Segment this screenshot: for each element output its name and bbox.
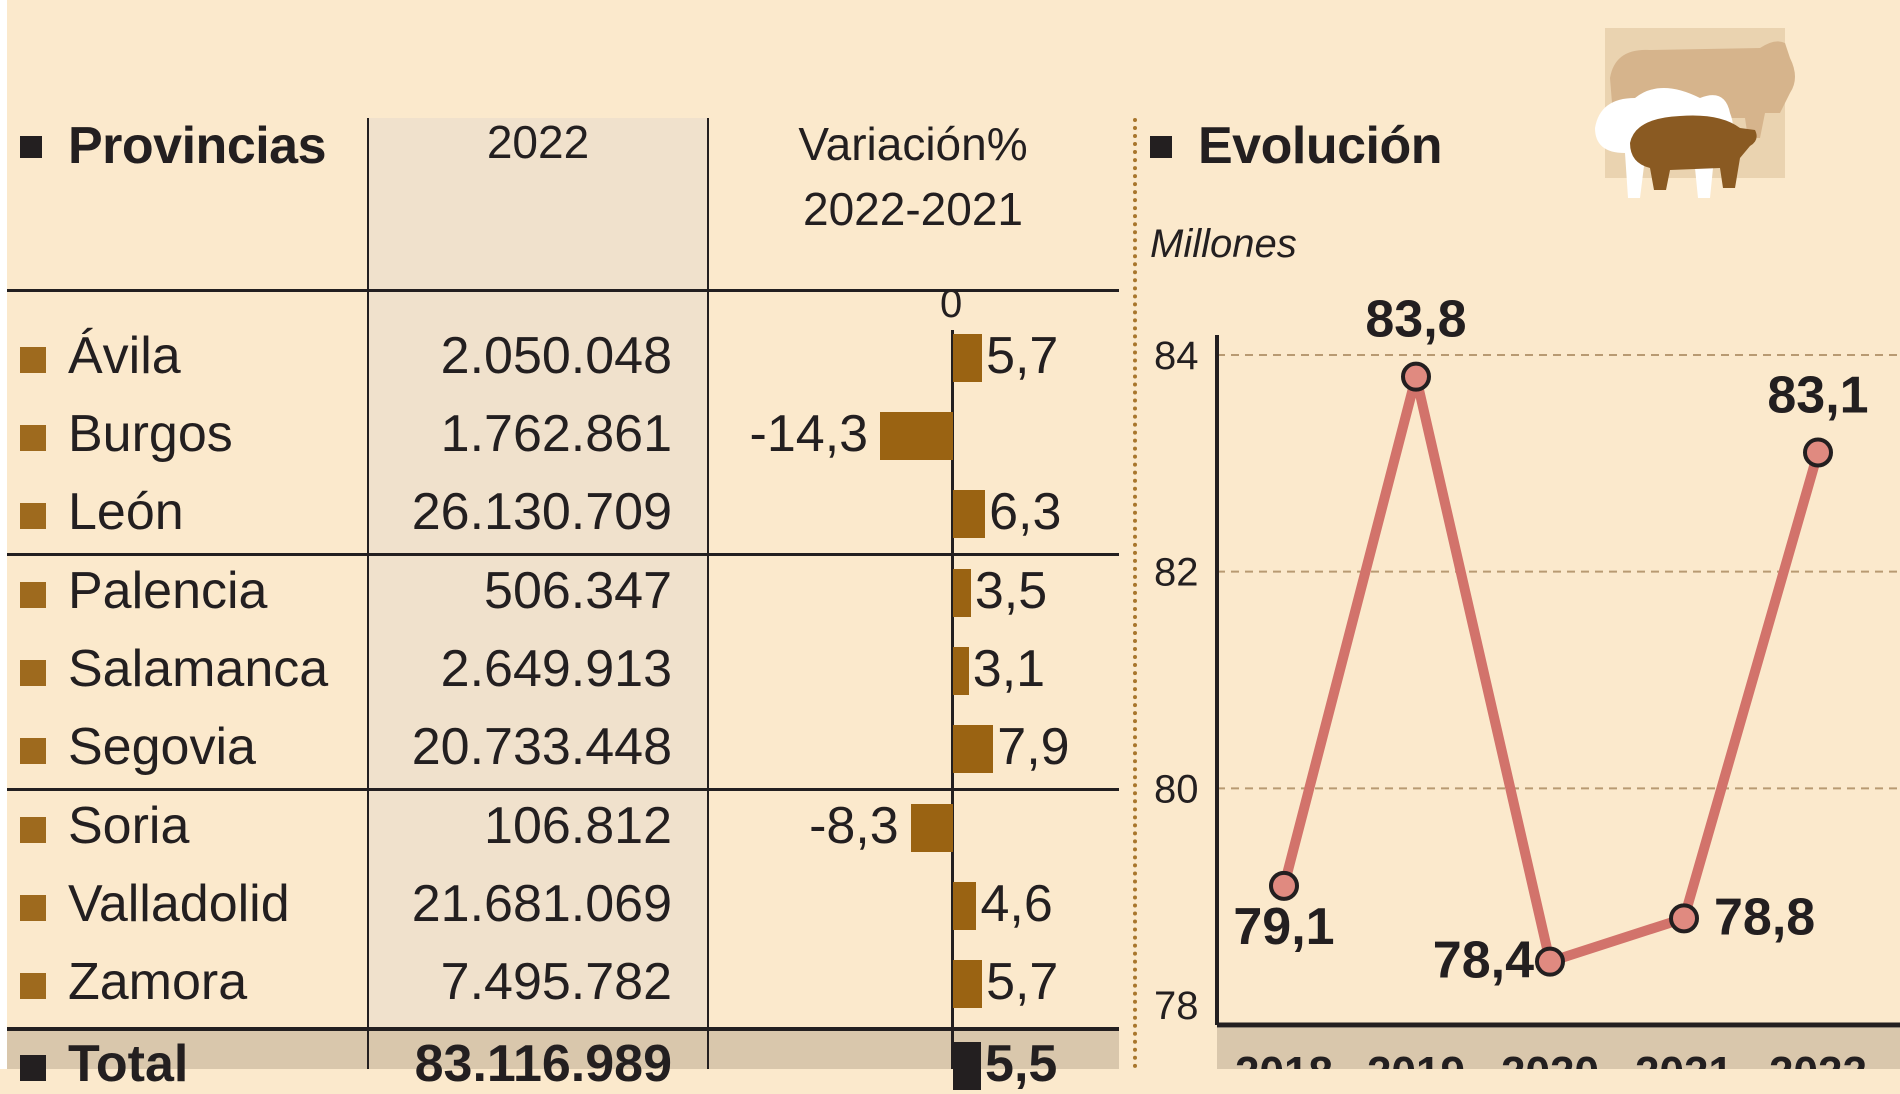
group-rule-1 [7,553,1119,556]
x-tick-label: 2022 [1769,1048,1867,1069]
chart-title: Evolución [1198,117,1442,175]
province-name: Ávila [68,327,181,385]
province-name: Segovia [68,718,256,776]
province-value-2022: 106.812 [484,797,672,855]
variation-header-line2: 2022-2021 [803,183,1023,235]
total-variation-label: 5,5 [985,1035,1058,1093]
province-bullet [20,347,46,373]
data-point [1269,870,1299,901]
x-tick-label: 2021 [1635,1048,1733,1069]
province-bullet [20,895,46,921]
provinces-header: Provincias [68,117,327,175]
province-value-2022: 2.050.048 [440,327,672,385]
series-line [1279,371,1823,967]
province-bullet [20,973,46,999]
province-bullet [20,660,46,686]
data-value-label: 83,8 [1365,291,1466,349]
section-divider [1133,118,1137,1069]
header-rule [7,289,1119,292]
variation-label: 7,9 [997,718,1070,776]
total-value: 83.116.989 [414,1035,672,1093]
group-rule-2 [7,788,1119,791]
year-header: 2022 [486,116,590,168]
province-value-2022: 2.649.913 [440,640,672,698]
total-bullet [20,1055,46,1081]
x-tick-label: 2018 [1235,1048,1333,1069]
y-tick-label: 82 [1154,551,1199,595]
variation-label: 5,7 [986,327,1059,385]
province-value-2022: 506.347 [484,562,672,620]
variation-label: 6,3 [989,483,1062,541]
variation-label: -8,3 [809,797,899,855]
y-tick-label: 80 [1154,767,1199,811]
variation-label: 3,1 [972,640,1046,698]
province-name: Burgos [68,405,233,463]
variation-bar [953,490,986,538]
province-name: Salamanca [68,640,329,698]
total-label: Total [68,1035,189,1093]
data-value-label: 78,4 [1433,932,1534,990]
column-2022-background [368,118,708,1028]
variation-label: 3,5 [974,562,1048,620]
variation-zero-label: 0 [940,282,963,326]
column-separator-left [367,118,369,1069]
total-variation-bar [953,1042,982,1090]
provinces-header-bullet [20,136,42,158]
province-bullet [20,582,46,608]
x-axis-band [1217,1028,1900,1069]
variation-bar [953,725,994,773]
province-value-2022: 21.681.069 [411,875,672,933]
left-edge-strip [0,0,7,1069]
province-name: Soria [68,797,190,855]
evolution-line-chart: 78 80 82 84 2018 2019 2020 2021 2022 79,1 83,8 78,4… [1154,291,1900,1069]
total-row-band [7,1030,1119,1069]
province-bullet [20,425,46,451]
data-point [1803,437,1833,468]
data-point [1669,903,1699,934]
province-value-2022: 1.762.861 [440,405,672,463]
y-tick-label: 78 [1154,984,1199,1028]
province-bullet [20,738,46,764]
y-tick-label: 84 [1154,334,1199,378]
province-name: León [68,483,184,541]
province-name: Valladolid [68,875,290,933]
province-bullet [20,503,46,529]
variation-label: 5,7 [986,953,1059,1011]
variation-bar [910,804,953,852]
variation-bar [953,569,971,617]
variation-bar [953,882,977,930]
variation-bar [953,647,969,695]
data-point [1401,361,1431,392]
data-value-label: 83,1 [1767,367,1868,425]
province-name: Palencia [68,562,268,620]
x-tick-label: 2020 [1501,1048,1599,1069]
data-point [1535,946,1565,977]
column-separator-right [707,118,709,1069]
province-bullet [20,817,46,843]
province-value-2022: 7.495.782 [440,953,672,1011]
variation-header-line1: Variación% [798,118,1028,170]
province-name: Zamora [68,953,248,1011]
chart-title-bullet [1150,136,1172,158]
province-value-2022: 26.130.709 [411,483,672,541]
variation-bar [953,960,983,1008]
variation-bar [953,334,983,382]
x-tick-label: 2019 [1367,1048,1465,1069]
variation-zero-axis [951,330,954,1069]
variation-label: 4,6 [980,875,1053,933]
total-rule [7,1027,1119,1031]
variation-label: -14,3 [749,405,869,463]
data-value-label: 78,8 [1714,888,1815,946]
province-value-2022: 20.733.448 [411,718,672,776]
variation-bar [880,412,953,460]
chart-y-unit: Millones [1150,222,1297,266]
livestock-illustration [1590,18,1810,208]
data-value-label: 79,1 [1233,898,1334,956]
